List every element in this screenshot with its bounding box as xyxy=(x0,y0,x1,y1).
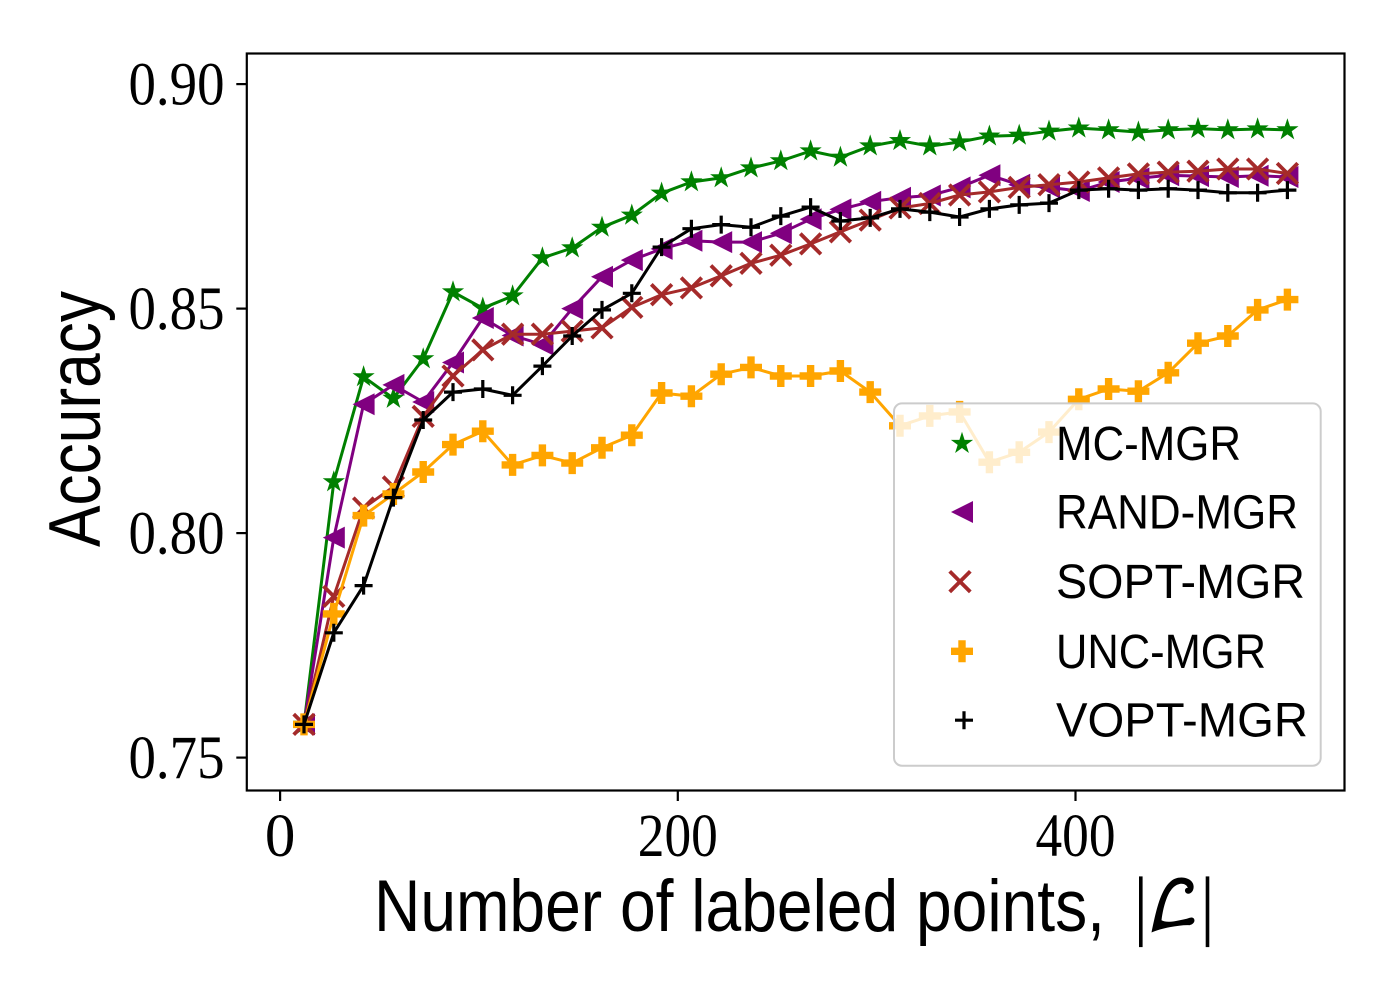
svg-text:0: 0 xyxy=(265,803,296,870)
svg-text:Accuracy: Accuracy xyxy=(35,291,116,547)
svg-text:0.85: 0.85 xyxy=(129,276,225,343)
svg-text:Number of labeled points,: Number of labeled points, xyxy=(374,866,1105,947)
svg-text:0.90: 0.90 xyxy=(129,52,225,119)
svg-text:0.80: 0.80 xyxy=(129,501,225,568)
svg-text:0.75: 0.75 xyxy=(129,725,225,792)
svg-text:SOPT-MGR: SOPT-MGR xyxy=(1056,556,1305,609)
svg-text:MC-MGR: MC-MGR xyxy=(1056,418,1241,471)
svg-text:400: 400 xyxy=(1036,803,1116,870)
svg-text:VOPT-MGR: VOPT-MGR xyxy=(1056,695,1308,748)
svg-text:UNC-MGR: UNC-MGR xyxy=(1056,626,1266,679)
svg-text:200: 200 xyxy=(638,803,718,870)
svg-text:RAND-MGR: RAND-MGR xyxy=(1056,487,1298,540)
